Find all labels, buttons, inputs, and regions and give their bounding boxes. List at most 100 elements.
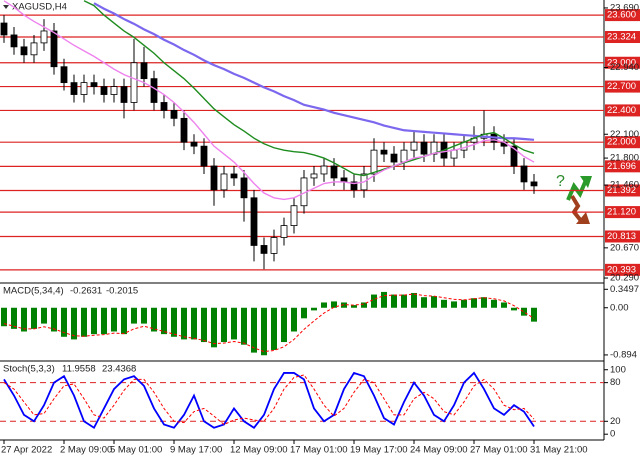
candle-body: [530, 181, 538, 187]
level-label-box: [605, 206, 640, 219]
level-label-box: [605, 184, 640, 197]
macd-bar: [61, 307, 67, 337]
macd-bar: [241, 307, 247, 345]
macd-bar: [331, 301, 337, 308]
macd-bar: [131, 307, 137, 324]
macd-bar: [311, 307, 317, 311]
macd-bar: [11, 307, 17, 329]
signal-line: [3, 293, 535, 353]
macd-bar: [371, 294, 377, 308]
x-tick-label: 27 Apr 2022: [1, 445, 52, 456]
candle-body: [120, 86, 128, 103]
macd-bar: [501, 302, 507, 308]
level-label: 22.400: [607, 105, 636, 116]
candle-body: [370, 149, 378, 175]
y-tick-label: 22.940: [610, 62, 639, 73]
candle-body: [430, 141, 438, 155]
x-tick-label: 5 May 01:00: [110, 445, 162, 456]
level-label: 23.600: [607, 10, 636, 21]
macd-bar: [441, 299, 447, 308]
candle-body: [130, 62, 138, 103]
candle-body: [320, 165, 328, 175]
level-label: 20.393: [607, 264, 636, 275]
macd-bar: [41, 307, 47, 324]
y-tick-label: 0.00: [610, 302, 629, 313]
level-label: 20.813: [607, 231, 636, 242]
y-tick-label: 20: [610, 416, 621, 427]
candle-body: [80, 82, 88, 95]
candle-body: [190, 141, 198, 147]
chart-title: XAGUSD,H4: [12, 2, 67, 13]
macd-bar: [451, 301, 457, 308]
level-label: 23.324: [607, 32, 636, 43]
macd-bar: [191, 307, 197, 340]
x-tick-label: 24 May 09:00: [410, 445, 468, 456]
candle-body: [250, 197, 258, 246]
candle-body: [520, 165, 528, 183]
macd-bar: [271, 307, 277, 350]
macd-bar: [261, 307, 267, 356]
candle-body: [90, 82, 98, 87]
y-tick-label: 0.3497: [610, 284, 639, 295]
candle-body: [210, 165, 218, 191]
candle-body: [420, 141, 428, 155]
macd-bar: [91, 307, 97, 335]
y-tick-label: 80: [610, 377, 621, 388]
candle-body: [170, 110, 178, 119]
level-label-box: [605, 160, 640, 173]
candle-body: [410, 141, 418, 151]
candle-body: [200, 145, 208, 167]
down-arrow-head: [576, 212, 590, 224]
candle-body: [0, 22, 8, 36]
level-label-box: [605, 136, 640, 149]
indicator-value: 11.9558: [62, 364, 96, 375]
level-label-box: [605, 263, 640, 276]
candle-body: [260, 245, 268, 254]
macd-bar: [161, 307, 167, 335]
moving-average: [93, 2, 535, 141]
y-tick-label: 20.290: [610, 273, 639, 284]
macd-bar: [321, 302, 327, 308]
y-tick-label: 0: [610, 429, 615, 440]
macd-bar: [461, 299, 467, 308]
macd-bar: [31, 307, 37, 329]
macd-bar: [181, 307, 187, 340]
stoch-line: [3, 374, 535, 426]
level-label: 23.000: [607, 57, 636, 68]
candle-body: [510, 145, 518, 167]
macd-bar: [251, 307, 257, 353]
x-tick-label: 31 May 21:00: [530, 445, 588, 456]
macd-bar: [351, 305, 357, 308]
indicator-value: 23.4368: [102, 364, 136, 375]
x-tick-label: 2 May 09:00: [60, 445, 112, 456]
macd-bar: [521, 307, 527, 316]
candle-body: [110, 86, 118, 95]
level-label-box: [605, 9, 640, 22]
moving-average: [83, 0, 535, 177]
macd-bar: [71, 307, 77, 340]
moving-average: [3, 0, 535, 201]
macd-bar: [211, 307, 217, 348]
x-tick-label: 12 May 09:00: [230, 445, 288, 456]
candle-body: [380, 149, 388, 155]
macd-bar: [1, 307, 7, 327]
candle-body: [150, 78, 158, 103]
indicator-label: Stoch(5,3,3): [3, 364, 55, 375]
macd-bar: [531, 307, 537, 322]
macd-bar: [171, 307, 177, 337]
candle-body: [220, 173, 228, 191]
macd-bar: [51, 307, 57, 332]
candle-body: [240, 177, 248, 199]
candle-body: [20, 46, 28, 56]
macd-bar: [421, 297, 427, 308]
candle-body: [290, 205, 298, 227]
x-tick-label: 19 May 17:00: [350, 445, 408, 456]
indicator-value: -0.2631: [70, 286, 102, 297]
level-label: 21.120: [607, 207, 636, 218]
macd-bar: [381, 291, 387, 308]
candle-body: [160, 102, 168, 111]
macd-bar: [491, 299, 497, 308]
macd-bar: [391, 294, 397, 308]
macd-bar: [121, 307, 127, 335]
